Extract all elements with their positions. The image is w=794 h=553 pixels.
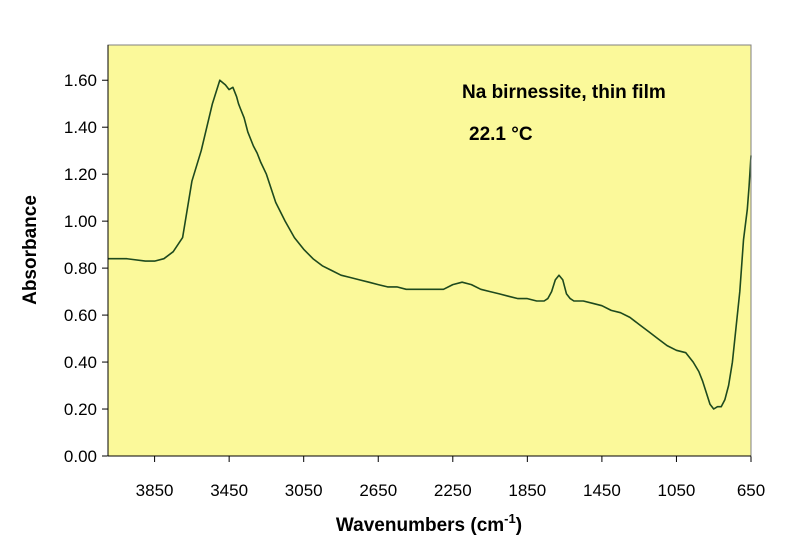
x-tick-label: 1450 [583, 481, 621, 500]
x-axis-title-close: ) [516, 515, 522, 536]
annotation-temperature: 22.1 °C [469, 124, 533, 145]
x-tick-label: 1850 [508, 481, 546, 500]
y-tick-label: 0.00 [64, 447, 97, 466]
annotation-sample: Na birnessite, thin film [462, 82, 666, 103]
x-axis-title-superscript: -1 [504, 511, 516, 526]
y-tick-label: 1.20 [64, 165, 97, 184]
x-axis-title: Wavenumbers (cm-1) [336, 511, 522, 536]
x-tick-label: 3450 [210, 481, 248, 500]
y-tick-label: 1.00 [64, 212, 97, 231]
y-axis-title: Absorbance [20, 195, 41, 305]
y-tick-label: 0.80 [64, 259, 97, 278]
y-tick-label: 0.40 [64, 353, 97, 372]
y-tick-label: 0.60 [64, 306, 97, 325]
plot-area [108, 45, 751, 456]
y-axis: 0.00 0.20 0.40 0.60 0.80 1.00 1.20 1.40 1.60 [64, 71, 108, 466]
y-tick-label: 1.40 [64, 118, 97, 137]
x-axis-title-main: Wavenumbers (cm [336, 515, 504, 536]
x-tick-label: 3050 [285, 481, 323, 500]
x-tick-label: 2650 [359, 481, 397, 500]
x-tick-label: 650 [737, 481, 765, 500]
series-line [108, 79, 752, 410]
x-tick-label: 1050 [658, 481, 696, 500]
y-tick-label: 1.60 [64, 71, 97, 90]
x-tick-label: 2250 [434, 481, 472, 500]
y-tick-label: 0.20 [64, 400, 97, 419]
x-tick-label: 3850 [136, 481, 174, 500]
x-axis: 3850 3450 3050 2650 2250 1850 1450 1050 650 [136, 456, 765, 500]
